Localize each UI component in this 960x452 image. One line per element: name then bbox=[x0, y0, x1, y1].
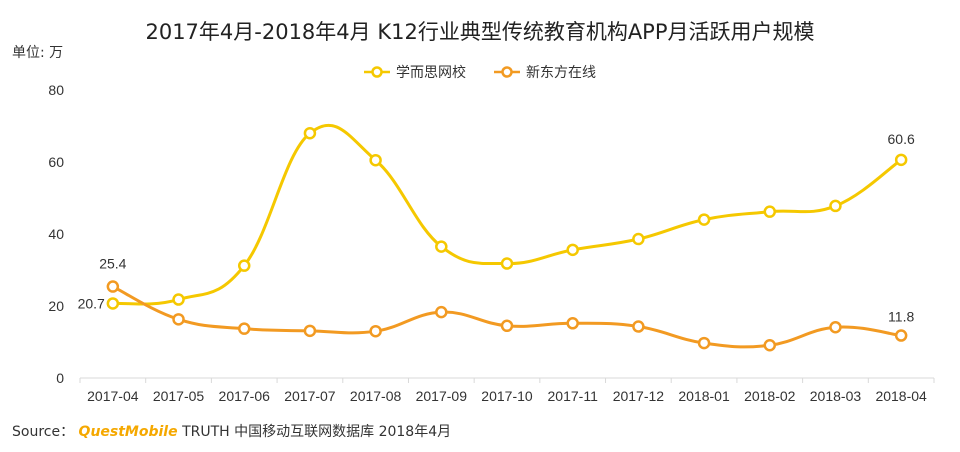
series-1-point-6 bbox=[500, 257, 514, 270]
y-tick-label-0: 0 bbox=[56, 370, 64, 386]
data-label-series-2-0: 25.4 bbox=[99, 256, 126, 272]
source-brand: QuestMobile bbox=[78, 424, 178, 440]
series-2-point-0 bbox=[106, 280, 120, 293]
series-2-point-6 bbox=[500, 319, 514, 333]
legend-item-series-1[interactable]: 学而思网校 bbox=[364, 62, 466, 82]
series-2-point-7 bbox=[566, 317, 579, 330]
series-2-point-12 bbox=[894, 329, 908, 342]
source-rest: TRUTH 中国移动互联网数据库 2018年4月 bbox=[182, 424, 452, 440]
x-tick-label-9: 2018-01 bbox=[678, 388, 730, 404]
series-1-line bbox=[112, 123, 903, 306]
data-label-series-1-12: 60.6 bbox=[888, 131, 915, 147]
series-2-point-10 bbox=[763, 338, 777, 352]
x-tick-label-7: 2017-11 bbox=[548, 388, 599, 404]
x-tick-label-4: 2017-08 bbox=[350, 388, 402, 404]
series-2-point-5 bbox=[435, 305, 448, 319]
x-tick-label-1: 2017-05 bbox=[153, 388, 205, 404]
legend-item-series-2[interactable]: 新东方在线 bbox=[494, 62, 596, 82]
legend-label-series-1: 学而思网校 bbox=[396, 65, 466, 81]
legend-swatch-series-2-icon bbox=[494, 66, 520, 78]
source-line: Source： QuestMobile TRUTH 中国移动互联网数据库 201… bbox=[12, 421, 451, 441]
y-tick-label-4: 80 bbox=[48, 82, 64, 98]
x-tick-label-3: 2017-07 bbox=[284, 388, 336, 404]
x-tick-label-11: 2018-03 bbox=[810, 388, 862, 404]
series-1-point-7 bbox=[566, 243, 579, 257]
series-2-point-2 bbox=[237, 322, 251, 335]
series-1-point-3 bbox=[303, 126, 317, 140]
y-tick-label-3: 60 bbox=[48, 154, 64, 170]
series-1-point-5 bbox=[435, 240, 448, 253]
series-1-point-10 bbox=[763, 205, 777, 218]
series-2-point-9 bbox=[697, 336, 711, 350]
series-1-point-12 bbox=[894, 153, 908, 167]
series-1-point-1 bbox=[172, 293, 185, 306]
x-tick-label-6: 2017-10 bbox=[481, 388, 533, 404]
series-2-point-11 bbox=[829, 320, 842, 334]
legend-label-series-2: 新东方在线 bbox=[526, 65, 596, 81]
legend-swatch-series-1-icon bbox=[364, 66, 390, 78]
x-tick-label-12: 2018-04 bbox=[875, 388, 927, 404]
x-tick-label-5: 2017-09 bbox=[416, 388, 468, 404]
series-2-point-3 bbox=[303, 324, 317, 338]
series-1-point-4 bbox=[369, 153, 382, 167]
x-tick-label-2: 2017-06 bbox=[219, 388, 271, 404]
source-prefix: Source： bbox=[12, 424, 75, 440]
x-tick-label-0: 2017-04 bbox=[87, 388, 139, 404]
series-1-point-11 bbox=[829, 199, 842, 213]
series-2-point-8 bbox=[632, 320, 645, 333]
data-label-series-1-0: 20.7 bbox=[78, 295, 105, 311]
series-2-point-4 bbox=[369, 324, 382, 338]
chart-title: 2017年4月-2018年4月 K12行业典型传统教育机构APP月活跃用户规模 bbox=[145, 20, 815, 44]
unit-label: 单位: 万 bbox=[12, 45, 64, 61]
series-1-point-8 bbox=[632, 232, 645, 246]
series-2-line bbox=[112, 285, 902, 349]
series-2-point-1 bbox=[172, 313, 185, 326]
legend: 学而思网校 新东方在线 bbox=[0, 62, 960, 82]
series-1-point-9 bbox=[697, 213, 711, 226]
y-tick-label-2: 40 bbox=[48, 226, 64, 242]
series-1-point-0 bbox=[106, 297, 120, 310]
series-1-point-2 bbox=[237, 259, 251, 272]
data-label-series-2-12: 11.8 bbox=[888, 309, 914, 325]
y-tick-label-1: 20 bbox=[48, 298, 64, 314]
x-tick-label-10: 2018-02 bbox=[744, 388, 796, 404]
x-tick-label-8: 2017-12 bbox=[613, 388, 665, 404]
